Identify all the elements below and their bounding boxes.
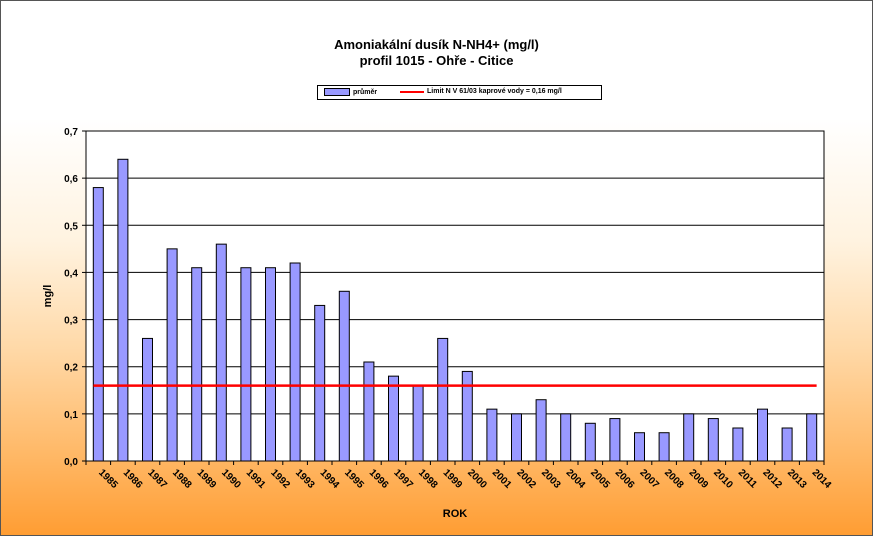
- x-tick-label: 2013: [785, 467, 809, 491]
- chart-subtitle: profil 1015 - Ohře - Citice: [359, 53, 514, 68]
- bar: [437, 337, 449, 462]
- bar: [658, 432, 670, 462]
- legend-item-bars: průměr: [324, 88, 377, 96]
- bar: [215, 243, 227, 462]
- x-tick-label: 1987: [145, 467, 169, 491]
- x-tick-label: 1985: [96, 467, 120, 491]
- x-tick-label: 2009: [687, 467, 711, 491]
- x-tick-label: 1990: [219, 467, 243, 491]
- bar: [338, 290, 350, 462]
- bar: [142, 337, 153, 462]
- chart-title: Amoniakální dusík N-NH4+ (mg/l): [334, 37, 539, 52]
- x-tick-label: 2014: [810, 467, 834, 491]
- plot-area: [85, 130, 825, 462]
- x-tick-label: 1986: [121, 467, 145, 491]
- bar: [806, 413, 818, 462]
- bar: [265, 267, 276, 462]
- x-tick-label: 2011: [736, 467, 759, 490]
- x-tick-label: 2007: [637, 467, 661, 491]
- bar: [560, 413, 572, 462]
- bar: [289, 262, 301, 462]
- x-tick-label: 1998: [416, 467, 440, 491]
- bar: [584, 422, 596, 462]
- legend-line-swatch: [400, 90, 424, 93]
- legend-bar-label: průměr: [353, 88, 378, 96]
- x-tick-label: 1992: [268, 467, 292, 491]
- y-tick-label: 0,2: [64, 363, 78, 374]
- x-axis-title: ROK: [443, 508, 468, 520]
- bar: [314, 304, 326, 462]
- y-tick-label: 0,4: [64, 268, 78, 279]
- x-tick-label: 1989: [195, 467, 219, 491]
- bar: [707, 418, 719, 462]
- x-tick-label: 1993: [293, 467, 317, 491]
- bar: [781, 427, 793, 462]
- x-tick-label: 2008: [662, 467, 686, 491]
- y-axis-title: mg/l: [42, 285, 54, 308]
- bar: [634, 432, 645, 462]
- x-tick-label: 2001: [490, 467, 514, 491]
- x-tick-label: 1996: [367, 467, 391, 491]
- y-tick-label: 0,5: [64, 221, 78, 232]
- y-tick-label: 0,6: [64, 174, 78, 185]
- x-tick-label: 2006: [613, 467, 637, 491]
- x-tick-label: 2002: [514, 467, 538, 491]
- bar: [412, 385, 424, 462]
- y-tick-label: 0,7: [64, 127, 78, 138]
- bar: [609, 418, 621, 462]
- bar: [511, 413, 522, 462]
- bar: [683, 413, 695, 462]
- bar: [535, 399, 547, 462]
- y-tick-label: 0,1: [64, 410, 78, 421]
- y-tick-label: 0,0: [64, 457, 78, 468]
- legend-line-label: Limit N V 61/03 kaprové vody = 0,16 mg/l: [427, 88, 562, 95]
- x-tick-label: 2003: [539, 467, 563, 491]
- bar: [757, 408, 768, 462]
- bar: [191, 267, 203, 462]
- bar: [486, 408, 498, 462]
- y-tick-label: 0,3: [64, 316, 78, 327]
- bar: [388, 375, 399, 462]
- legend-bar-swatch: [324, 88, 350, 96]
- bar: [240, 267, 252, 462]
- x-tick-label: 2005: [588, 467, 612, 491]
- x-tick-label: 2004: [564, 467, 588, 491]
- bar: [166, 248, 178, 462]
- bar: [117, 158, 129, 462]
- x-tick-label: 1988: [170, 467, 194, 491]
- x-tick-label: 1995: [342, 467, 366, 491]
- legend: průměr Limit N V 61/03 kaprové vody = 0,…: [317, 85, 602, 100]
- x-tick-label: 1999: [441, 467, 465, 491]
- x-tick-label: 1991: [244, 467, 268, 491]
- bar: [92, 187, 104, 462]
- bar: [461, 370, 473, 462]
- x-tick-label: 1997: [391, 467, 415, 491]
- legend-item-limit: Limit N V 61/03 kaprové vody = 0,16 mg/l: [400, 88, 562, 95]
- bar: [732, 427, 744, 462]
- x-tick-label: 1994: [318, 467, 342, 491]
- x-tick-label: 2010: [711, 467, 735, 491]
- bar: [363, 361, 375, 462]
- x-tick-label: 2012: [760, 467, 784, 491]
- x-tick-label: 2000: [465, 467, 489, 491]
